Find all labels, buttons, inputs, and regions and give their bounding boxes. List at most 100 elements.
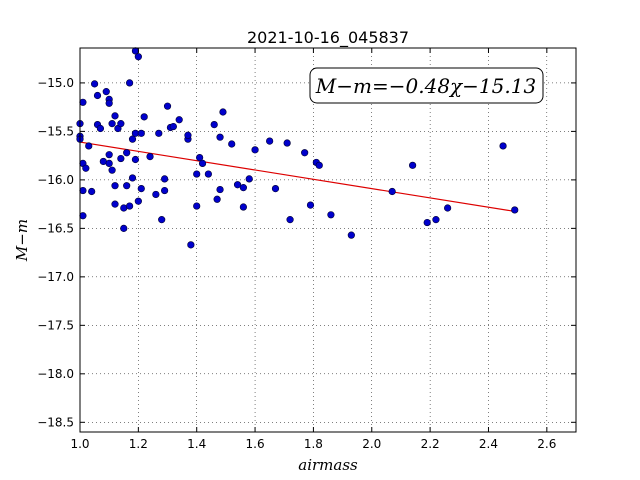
grid [80,48,576,432]
data-point [152,190,160,199]
y-tick-label: −17.5 [37,318,74,332]
data-point [216,133,224,141]
data-point [169,122,177,131]
data-point [283,139,291,147]
data-point [137,185,145,193]
scatter-points [76,47,519,249]
data-point [301,149,309,157]
x-tick-label: 2.4 [479,437,498,451]
axis-ticks [79,48,576,432]
data-point [93,91,102,100]
data-point [161,186,169,195]
data-point [193,170,201,178]
data-point [175,116,183,124]
data-point [123,182,131,190]
data-point [187,241,195,249]
data-point [161,175,169,183]
plot-frame [79,47,577,433]
data-point [82,164,90,172]
data-point [216,185,224,194]
data-point [239,184,247,192]
data-point [123,149,131,157]
x-tick-label: 2.2 [421,437,440,451]
data-point [117,120,125,128]
data-point [432,216,440,224]
data-point [111,182,119,190]
data-point [140,113,148,121]
data-point [245,175,253,183]
data-point [155,129,163,137]
annotation-box: M−m=−0.48χ−15.13 [309,67,544,104]
data-point [79,98,87,106]
fit-line [79,141,515,212]
data-point [120,224,128,232]
data-point [137,129,145,137]
data-point [196,153,204,162]
data-point [85,142,93,150]
data-point [444,204,452,212]
data-point [210,121,218,129]
data-point [128,135,137,143]
fit-line-layer [79,141,515,212]
x-tick-label: 1.2 [129,437,148,451]
data-point [184,131,192,139]
data-point [131,155,140,164]
data-point [117,154,125,163]
data-point [198,159,207,167]
data-point [79,212,87,220]
data-point [102,88,110,96]
data-point [105,159,113,167]
data-point [409,161,417,169]
data-point [105,99,113,107]
data-point [163,102,172,110]
data-point [90,80,99,88]
data-point [213,195,221,203]
data-point [266,137,274,145]
data-point [108,166,116,174]
data-point [219,108,227,116]
annotation-frame [309,67,544,104]
data-point [251,146,259,154]
data-point [228,140,236,148]
data-point [79,186,87,195]
y-tick-label: −18.0 [37,367,74,381]
data-point [286,216,294,224]
data-point [108,120,116,128]
data-point [134,197,142,205]
data-point [306,201,315,209]
chart-title: 2021-10-16_045837 [247,28,409,48]
data-point [111,200,119,208]
x-tick-label: 1.6 [246,437,265,451]
data-point [134,53,142,61]
data-point [347,231,355,239]
data-point [111,112,119,120]
data-point [126,79,134,87]
data-point [511,206,519,214]
data-point [499,142,507,150]
y-tick-label: −15.5 [37,124,74,138]
data-point [193,202,201,210]
data-point [315,161,323,169]
y-tick-label: −16.0 [37,173,74,187]
y-tick-label: −18.5 [37,415,74,429]
x-axis-label: airmass [298,456,358,474]
data-point [128,174,137,182]
data-point [146,153,154,161]
data-point [88,187,96,196]
data-point [233,181,242,189]
fit-equation: M−m=−0.48χ−15.13 [315,74,536,98]
data-point [96,124,105,133]
x-tick-label: 1.0 [70,437,89,451]
x-tick-label: 1.4 [187,437,206,451]
y-axis-label: M−m [13,219,31,262]
data-point [271,185,280,193]
y-tick-labels: −15.0 −15.5 −16.0 −16.5 −17.0 −17.5 −18.0 −18.5 [37,76,74,429]
x-tick-label: 2.6 [537,437,556,451]
y-tick-label: −17.0 [37,270,74,284]
y-tick-label: −15.0 [37,76,74,90]
data-point [327,211,335,219]
x-tick-labels: 1.0 1.2 1.4 1.6 1.8 2.0 2.2 2.4 2.6 [70,437,556,451]
data-point [204,170,212,178]
data-point [105,151,113,159]
y-tick-label: −16.5 [37,221,74,235]
